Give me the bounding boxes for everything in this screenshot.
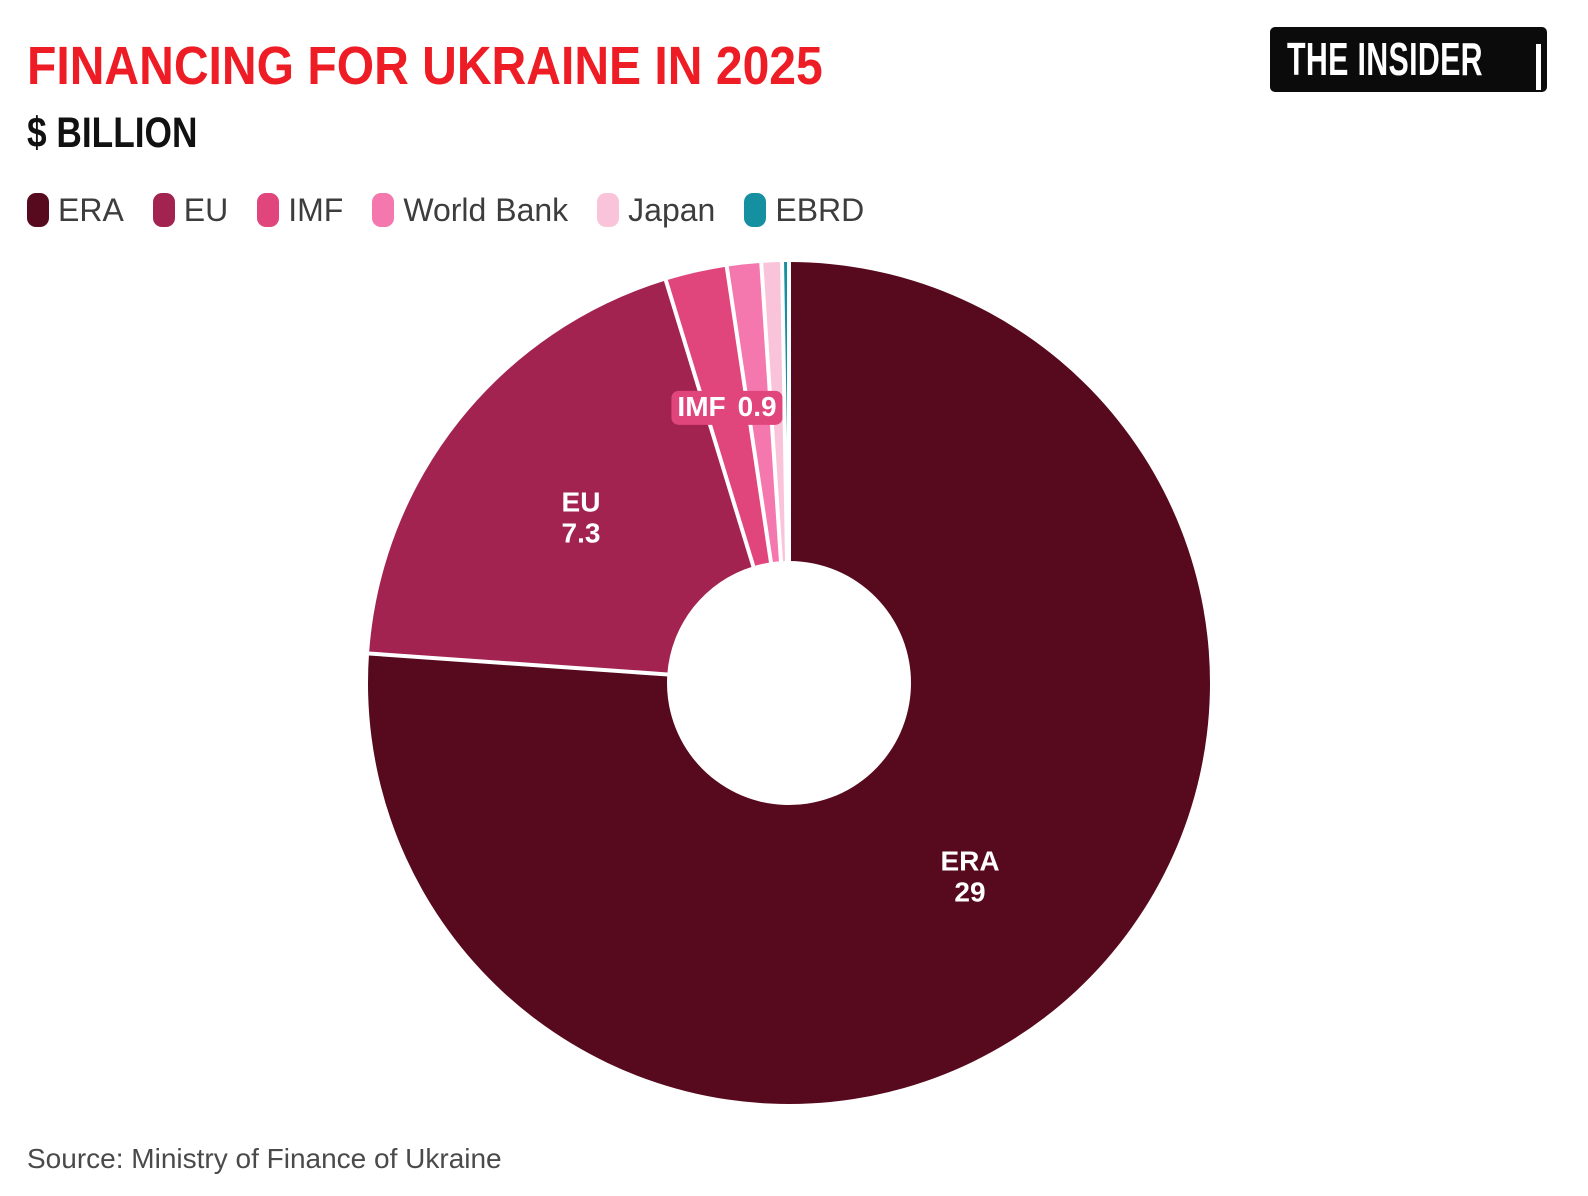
legend-item-ebrd: EBRD — [744, 193, 864, 227]
chart-title: FINANCING FOR UKRAINE IN 2025 — [27, 36, 823, 96]
brand-logo-text: THE INSIDER — [1287, 32, 1483, 85]
pie-slice-era — [367, 262, 1210, 1105]
legend-item-label: Japan — [628, 192, 716, 228]
slice-gap-line — [780, 260, 790, 576]
legend-item-japan: Japan — [597, 193, 715, 227]
legend-item-imf: IMF — [257, 193, 343, 227]
slice-gap-line — [663, 277, 760, 581]
source-note: Source: Ministry of Finance of Ukraine — [27, 1143, 502, 1174]
legend-item-label: ERA — [58, 192, 124, 228]
legend-item-label: EU — [183, 192, 229, 228]
brand-cursor-bar-icon — [1536, 44, 1541, 90]
legend-swatch-icon — [744, 193, 767, 227]
legend-swatch-icon — [372, 193, 395, 227]
legend-item-eu: EU — [152, 192, 229, 228]
chart-subtitle: $ BILLION — [27, 109, 198, 157]
legend-item-label: EBRD — [775, 192, 865, 228]
slice-gap-line — [366, 651, 682, 678]
legend-swatch-icon — [597, 193, 620, 227]
legend-item-world-bank: World Bank — [372, 193, 568, 227]
legend-item-label: IMF — [288, 192, 344, 228]
legend-item-era: ERA — [27, 193, 124, 227]
legend-item-label: World Bank — [403, 192, 569, 228]
legend-swatch-icon — [257, 193, 280, 227]
legend-swatch-icon — [27, 193, 49, 227]
chart-legend: ERA EU IMF World Bank Japan EBRD — [27, 193, 864, 227]
brand-logo: THE INSIDER — [1270, 27, 1547, 92]
pie-slice-eu — [369, 280, 754, 675]
legend-swatch-icon — [152, 193, 175, 227]
